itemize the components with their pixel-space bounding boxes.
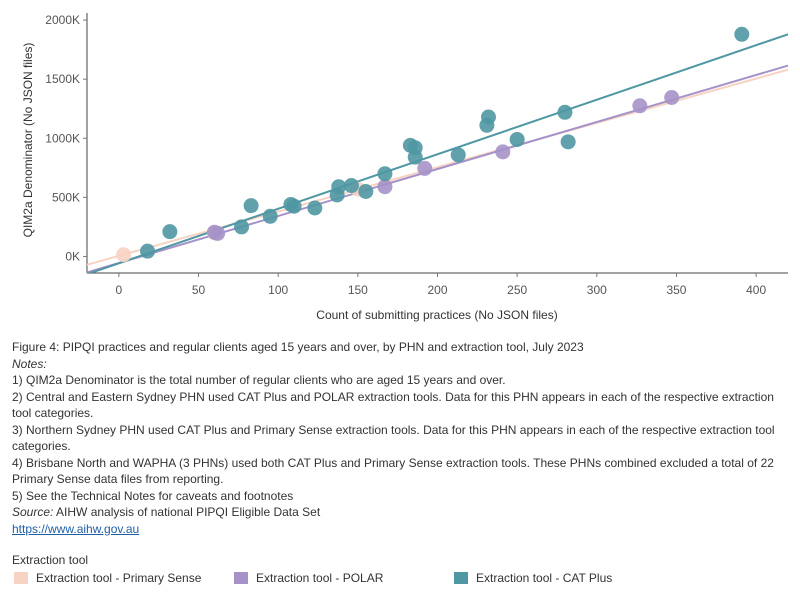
y-tick-label: 1500K	[45, 72, 80, 86]
legend-item-polar[interactable]: Extraction tool - POLAR	[234, 571, 383, 585]
x-tick-label: 50	[192, 283, 206, 297]
y-tick-label: 0K	[65, 249, 80, 263]
source-link[interactable]: https://www.aihw.gov.au	[12, 521, 140, 536]
point-extraction-tool-cat-plus[interactable]	[140, 243, 156, 259]
legend: Extraction tool Extraction tool - Primar…	[12, 553, 788, 589]
trend-line-extraction-tool-primary-sense	[87, 68, 788, 266]
legend-items: Extraction tool - Primary Sense Extracti…	[12, 571, 788, 589]
y-tick-label: 500K	[52, 190, 80, 204]
point-extraction-tool-cat-plus[interactable]	[450, 147, 466, 163]
point-extraction-tool-cat-plus[interactable]	[243, 198, 259, 214]
point-extraction-tool-polar[interactable]	[664, 90, 680, 105]
x-tick-label: 300	[587, 283, 607, 297]
y-tick-label: 1000K	[45, 131, 80, 145]
x-tick-label: 200	[427, 283, 447, 297]
x-tick-label: 400	[746, 283, 766, 297]
figure-caption: Figure 4: PIPQI practices and regular cl…	[12, 339, 788, 537]
x-tick-label: 100	[268, 283, 288, 297]
point-extraction-tool-polar[interactable]	[417, 160, 433, 176]
y-tick-label: 2000K	[45, 13, 80, 27]
x-axis-label: Count of submitting practices (No JSON f…	[316, 308, 557, 322]
point-extraction-tool-cat-plus[interactable]	[734, 26, 750, 42]
trend-line-extraction-tool-polar	[87, 64, 788, 273]
source-text: AIHW analysis of national PIPQI Eligible…	[56, 505, 321, 519]
point-extraction-tool-primary-sense[interactable]	[116, 247, 132, 263]
trend-lines	[87, 33, 788, 273]
x-tick-label: 0	[116, 283, 123, 297]
point-extraction-tool-cat-plus[interactable]	[407, 149, 423, 165]
x-tick-label: 350	[666, 283, 686, 297]
point-extraction-tool-polar[interactable]	[210, 225, 226, 241]
legend-title: Extraction tool	[12, 553, 89, 567]
legend-swatch-primary-sense	[14, 572, 28, 584]
data-points	[116, 26, 750, 263]
point-extraction-tool-cat-plus[interactable]	[560, 134, 576, 150]
point-extraction-tool-cat-plus[interactable]	[286, 198, 302, 214]
point-extraction-tool-cat-plus[interactable]	[262, 208, 278, 224]
note-5: 5) See the Technical Notes for caveats a…	[12, 488, 294, 503]
point-extraction-tool-polar[interactable]	[377, 179, 393, 195]
figure-title: Figure 4: PIPQI practices and regular cl…	[12, 340, 584, 354]
point-extraction-tool-cat-plus[interactable]	[162, 224, 178, 240]
note-1: 1) QIM2a Denominator is the total number…	[12, 373, 506, 387]
legend-label-cat-plus: Extraction tool - CAT Plus	[476, 571, 613, 585]
legend-label-polar: Extraction tool - POLAR	[256, 571, 384, 585]
legend-swatch-cat-plus	[454, 572, 468, 584]
point-extraction-tool-cat-plus[interactable]	[358, 183, 374, 199]
point-extraction-tool-cat-plus[interactable]	[331, 179, 347, 195]
trend-line-extraction-tool-cat-plus	[87, 33, 788, 273]
point-extraction-tool-cat-plus[interactable]	[377, 166, 393, 182]
point-extraction-tool-cat-plus[interactable]	[509, 131, 525, 147]
point-extraction-tool-polar[interactable]	[495, 144, 511, 160]
point-extraction-tool-cat-plus[interactable]	[557, 104, 573, 120]
legend-label-primary-sense: Extraction tool - Primary Sense	[36, 571, 202, 585]
y-axis-label: QIM2a Denominator (No JSON files)	[21, 43, 35, 238]
note-3: 3) Northern Sydney PHN used CAT Plus and…	[12, 422, 775, 454]
note-2: 2) Central and Eastern Sydney PHN used C…	[12, 389, 774, 421]
source-line: Source: AIHW analysis of national PIPQI …	[12, 504, 788, 521]
source-label: Source:	[12, 505, 54, 519]
point-extraction-tool-cat-plus[interactable]	[234, 219, 250, 235]
x-tick-label: 150	[348, 283, 368, 297]
point-extraction-tool-cat-plus[interactable]	[480, 109, 496, 125]
point-extraction-tool-cat-plus[interactable]	[343, 178, 359, 194]
legend-item-primary-sense[interactable]: Extraction tool - Primary Sense	[14, 571, 201, 585]
point-extraction-tool-polar[interactable]	[632, 98, 648, 114]
notes-label: Notes:	[12, 356, 47, 371]
legend-item-cat-plus[interactable]: Extraction tool - CAT Plus	[454, 571, 612, 585]
source-link-row: https://www.aihw.gov.au	[12, 521, 788, 538]
x-tick-label: 250	[507, 283, 527, 297]
axes: 0 50 100 150 200 250 300 350 400 0K 500K 1000K 1500K…	[45, 13, 788, 297]
point-extraction-tool-cat-plus[interactable]	[307, 200, 323, 216]
note-4: 4) Brisbane North and WAPHA (3 PHNs) use…	[12, 455, 774, 487]
legend-swatch-polar	[234, 572, 248, 584]
scatter-chart: 0 50 100 150 200 250 300 350 400 0K 500K 1000K 1500K…	[21, 13, 788, 322]
